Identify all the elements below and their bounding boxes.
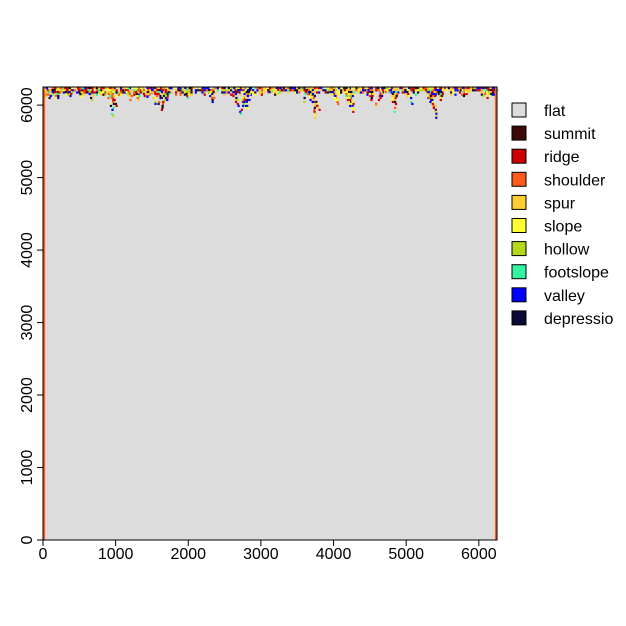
legend-item-slope: slope bbox=[511, 218, 582, 236]
landform-feature bbox=[264, 87, 283, 96]
legend-label: depressio bbox=[544, 311, 613, 328]
x-tick-label: 1000 bbox=[98, 546, 134, 563]
landform-feature bbox=[146, 87, 161, 106]
x-tick-label: 5000 bbox=[388, 546, 424, 563]
legend-swatch bbox=[511, 125, 527, 141]
x-tick-label: 0 bbox=[39, 546, 48, 563]
landform-feature bbox=[238, 87, 253, 115]
legend-swatch bbox=[511, 264, 527, 280]
landform-feature bbox=[123, 87, 134, 102]
landform-feature bbox=[102, 87, 118, 117]
right-edge-strip bbox=[494, 87, 497, 540]
legend-swatch bbox=[511, 287, 527, 303]
legend-item-footslope: footslope bbox=[511, 264, 609, 282]
landform-feature bbox=[331, 87, 355, 113]
y-tick-label: 1000 bbox=[19, 450, 36, 486]
legend: flat summit ridge shoulder spur slope hollow fo… bbox=[511, 102, 613, 328]
legend-swatch bbox=[511, 218, 527, 233]
x-tick-label: 3000 bbox=[243, 546, 279, 563]
y-tick-label: 4000 bbox=[19, 232, 36, 268]
landform-feature bbox=[422, 87, 438, 119]
landform-feature bbox=[231, 87, 240, 108]
legend-label: flat bbox=[544, 103, 566, 120]
legend-label: shoulder bbox=[544, 172, 606, 189]
landform-feature bbox=[366, 87, 375, 102]
legend-swatch bbox=[511, 148, 527, 164]
legend-label: summit bbox=[544, 126, 596, 143]
landform-feature bbox=[303, 87, 321, 119]
legend-label: spur bbox=[544, 195, 576, 212]
legend-item-ridge: ridge bbox=[511, 148, 580, 166]
legend-swatch bbox=[511, 102, 527, 118]
legend-swatch bbox=[511, 241, 527, 257]
legend-label: hollow bbox=[544, 242, 590, 259]
landform-feature bbox=[482, 87, 495, 100]
landform-feature bbox=[134, 87, 148, 102]
y-axis: 0 1000 2000 3000 4000 5000 6000 bbox=[19, 87, 44, 544]
x-axis: 0 1000 2000 3000 4000 5000 6000 bbox=[39, 539, 497, 563]
raster-edge-strips bbox=[43, 87, 497, 540]
legend-item-spur: spur bbox=[511, 194, 576, 212]
y-tick-label: 5000 bbox=[19, 160, 36, 196]
plot-area bbox=[42, 86, 499, 541]
landform-feature bbox=[48, 87, 61, 100]
landform-feature bbox=[401, 87, 414, 106]
landform-feature bbox=[436, 87, 445, 102]
landform-feature bbox=[374, 87, 399, 113]
landform-feature bbox=[458, 87, 468, 98]
legend-label: valley bbox=[544, 288, 585, 305]
legend-swatch bbox=[511, 171, 527, 187]
legend-item-hollow: hollow bbox=[511, 241, 590, 259]
legend-item-depression: depressio bbox=[511, 310, 613, 328]
landform-feature bbox=[157, 87, 172, 111]
x-tick-label: 6000 bbox=[461, 546, 497, 563]
legend-label: ridge bbox=[544, 149, 580, 166]
legend-swatch bbox=[511, 194, 527, 210]
x-tick-label: 2000 bbox=[170, 546, 206, 563]
legend-item-valley: valley bbox=[511, 287, 585, 305]
x-tick-label: 4000 bbox=[316, 546, 352, 563]
legend-label: slope bbox=[544, 219, 582, 236]
y-tick-label: 0 bbox=[19, 535, 36, 544]
legend-item-summit: summit bbox=[511, 125, 596, 143]
legend-label: footslope bbox=[544, 265, 609, 282]
legend-swatch bbox=[511, 310, 527, 326]
left-edge-strip bbox=[43, 87, 46, 540]
legend-item-shoulder: shoulder bbox=[511, 171, 606, 189]
raster-features bbox=[43, 87, 499, 119]
landform-feature bbox=[77, 87, 95, 102]
landform-feature bbox=[183, 87, 191, 100]
raster-background bbox=[43, 87, 497, 540]
y-tick-label: 6000 bbox=[19, 87, 36, 123]
y-tick-label: 2000 bbox=[19, 377, 36, 413]
y-tick-label: 3000 bbox=[19, 305, 36, 341]
landform-feature bbox=[62, 87, 73, 98]
legend-item-flat: flat bbox=[511, 102, 566, 120]
landform-feature bbox=[207, 87, 216, 104]
